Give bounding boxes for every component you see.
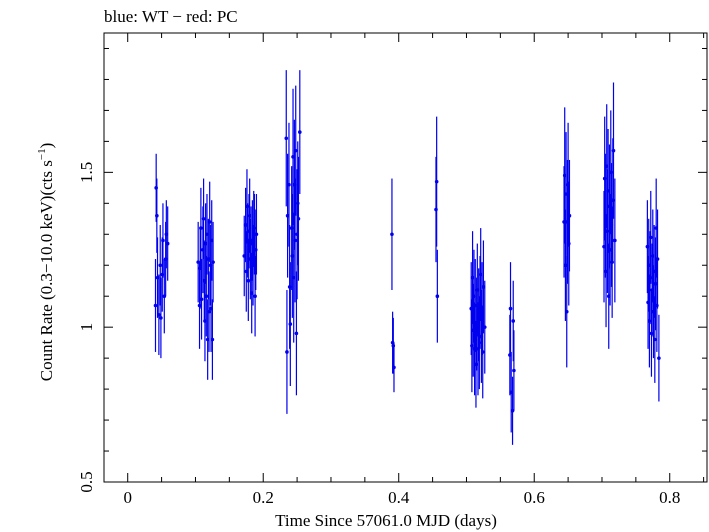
data-point (204, 294, 209, 299)
data-point (390, 232, 394, 237)
data-point (246, 278, 251, 283)
data-point (653, 337, 657, 342)
data-point (613, 238, 617, 243)
data-point (199, 226, 203, 230)
x-tick-label: 0.4 (388, 488, 410, 507)
chart-title: blue: WT − red: PC (104, 7, 238, 26)
x-tick-label: 0 (123, 488, 132, 507)
y-axis-label: Count Rate (0.3−10.0 keV)(cts s−1) (36, 143, 56, 382)
data-point (293, 148, 298, 153)
data-point (567, 213, 572, 218)
x-axis-label: Time Since 57061.0 MJD (days) (275, 511, 497, 530)
data-point (254, 232, 259, 237)
data-point (435, 294, 440, 299)
data-point (480, 350, 485, 354)
data-point (657, 356, 661, 360)
data-point (298, 130, 302, 134)
data-point (253, 294, 257, 299)
data-point (648, 235, 653, 240)
data-point (165, 241, 170, 246)
x-tick-label: 0.2 (253, 488, 274, 507)
data-point (158, 263, 163, 268)
y-tick-label: 0.5 (77, 471, 96, 492)
data-point (285, 350, 289, 354)
data-point (511, 319, 516, 323)
y-axis: 0.5 1 1.5 (77, 47, 707, 493)
data-point (294, 331, 299, 336)
x-tick-label: 0.8 (659, 488, 680, 507)
y-axis-label-exponent: −1 (36, 148, 48, 160)
y-tick-label: 1 (77, 323, 96, 332)
data-point (288, 322, 293, 326)
data-point (207, 309, 211, 314)
data-point (157, 312, 161, 317)
data-point (508, 306, 513, 311)
data-points (153, 70, 661, 445)
data-point (153, 303, 158, 308)
data-point (611, 148, 616, 153)
plot-frame (103, 32, 708, 483)
data-point (482, 325, 487, 329)
data-point (155, 213, 159, 218)
data-point (284, 136, 289, 141)
data-point (287, 182, 291, 187)
data-point (161, 238, 165, 243)
data-point (199, 297, 204, 302)
data-point (655, 257, 660, 261)
data-point (211, 260, 215, 264)
x-tick-label: 0.6 (524, 488, 545, 507)
data-point (201, 216, 206, 221)
data-point (392, 365, 396, 370)
data-point (210, 337, 215, 342)
data-point (293, 238, 297, 243)
data-point (564, 309, 569, 314)
data-point (207, 220, 212, 224)
data-point (296, 216, 301, 221)
data-point (434, 179, 439, 184)
data-point (159, 316, 163, 320)
y-axis-label-main: Count Rate (0.3−10.0 keV)(cts s (37, 160, 56, 381)
y-tick-label: 1.5 (77, 162, 96, 183)
data-point (512, 368, 516, 373)
y-axis-label-close: ) (37, 143, 56, 149)
x-axis: 0 0.2 0.4 0.6 0.8 (123, 33, 705, 507)
